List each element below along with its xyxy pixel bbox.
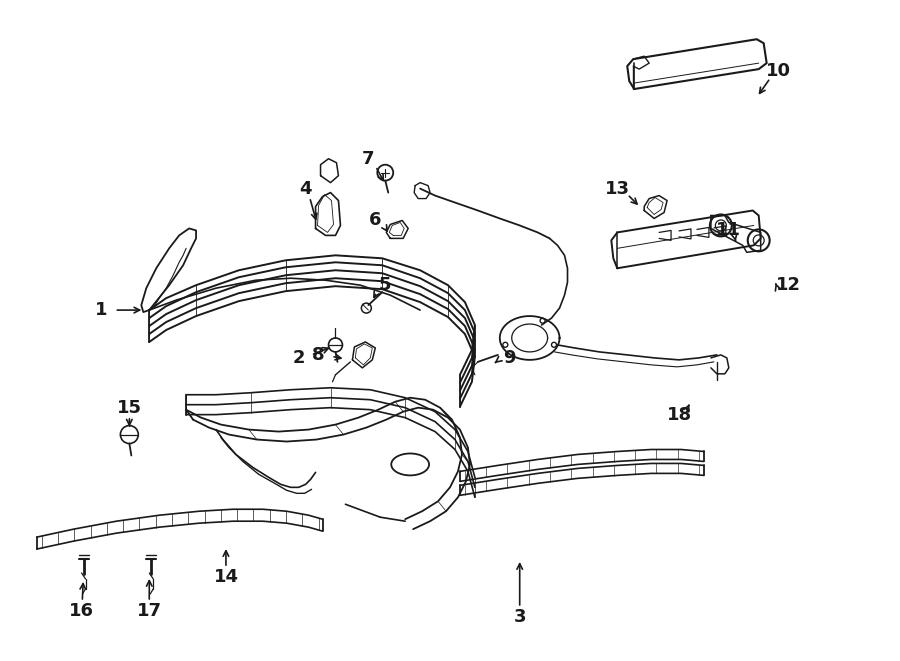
Text: 14: 14 bbox=[213, 568, 238, 586]
Text: 11: 11 bbox=[716, 221, 742, 239]
Text: 18: 18 bbox=[667, 406, 691, 424]
Text: 9: 9 bbox=[503, 349, 516, 367]
Text: 2: 2 bbox=[292, 349, 305, 367]
Text: 10: 10 bbox=[766, 62, 791, 80]
Text: 7: 7 bbox=[362, 150, 374, 168]
Text: 4: 4 bbox=[300, 180, 312, 198]
Text: 17: 17 bbox=[137, 602, 162, 620]
Text: 12: 12 bbox=[776, 276, 801, 294]
Text: 8: 8 bbox=[312, 346, 325, 364]
Text: 5: 5 bbox=[379, 276, 392, 294]
Text: 1: 1 bbox=[95, 301, 108, 319]
Text: 3: 3 bbox=[514, 608, 526, 626]
Text: 6: 6 bbox=[369, 212, 382, 229]
Text: 13: 13 bbox=[605, 180, 630, 198]
Text: 15: 15 bbox=[117, 399, 142, 416]
Text: 16: 16 bbox=[69, 602, 94, 620]
